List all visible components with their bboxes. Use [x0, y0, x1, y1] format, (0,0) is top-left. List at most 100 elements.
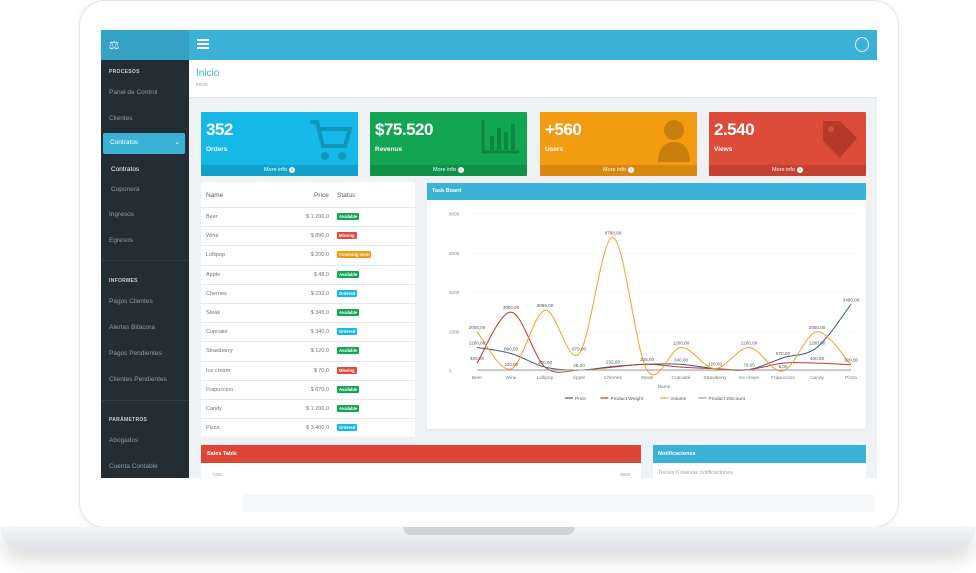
- sidebar-item-cuenta-contable[interactable]: Cuenta Contable: [109, 463, 158, 470]
- table-row[interactable]: Frapuccino $ 670,0 Available: [201, 379, 415, 399]
- status-badge: Ordered: [337, 424, 358, 432]
- product-price: $ 48,0: [313, 271, 329, 278]
- sidebar-item-panel-de-control[interactable]: Panel de Control: [109, 89, 158, 96]
- table-row[interactable]: Strawberry $ 120,0 Available: [201, 341, 415, 360]
- stat-value: 2.540: [714, 120, 755, 139]
- data-label: 1200,00: [673, 340, 690, 345]
- more-info-link[interactable]: More info ›: [540, 165, 697, 176]
- product-name: Pizza: [206, 425, 220, 432]
- legend-label: Product Weight: [611, 396, 644, 402]
- more-info-link[interactable]: More info ›: [370, 165, 527, 176]
- stat-value: $75.520: [375, 120, 433, 139]
- arrow-right-icon: ›: [796, 166, 803, 173]
- product-name: Wine: [206, 233, 219, 240]
- data-label: 1200,00: [741, 340, 758, 345]
- sidebar-item-clientes[interactable]: Clientes: [109, 115, 133, 122]
- product-name: Ice cream: [206, 367, 231, 374]
- sidebar-item-pagos-clientes[interactable]: Pagos Clientes: [109, 298, 153, 305]
- product-price: $ 120,0: [310, 348, 329, 355]
- sidebar-subitem-cuponera[interactable]: Cuponera: [111, 186, 140, 193]
- y-tick-label: 2000: [449, 329, 460, 334]
- sidebar-item-label: Contratos: [110, 139, 139, 146]
- column-header-status: Status: [337, 192, 356, 199]
- stat-label: Views: [714, 146, 733, 153]
- x-tick-label: Strawberry: [703, 375, 727, 381]
- stat-card-revenue: $75.520 Revenue More info ›: [370, 112, 527, 176]
- sidebar-item-egresos[interactable]: Egresos: [109, 237, 133, 244]
- status-badge: Available: [337, 385, 360, 393]
- status-badge: Available: [337, 347, 360, 355]
- data-label: 120,00: [708, 362, 722, 367]
- stat-value: 352: [206, 120, 233, 139]
- data-label: 5,00: [779, 364, 788, 369]
- data-label: 2000,00: [469, 325, 486, 330]
- hamburger-icon[interactable]: [197, 37, 209, 51]
- product-name: Strawberry: [206, 348, 233, 355]
- table-row[interactable]: Steak $ 345,0 Available: [201, 303, 415, 322]
- more-info-link[interactable]: More info ›: [201, 165, 358, 176]
- top-navbar: ⚖: [101, 30, 877, 60]
- series-line-price: [476, 303, 852, 371]
- y-tick-label: 4000: [449, 290, 460, 295]
- table-row[interactable]: Candy $ 1.200,0 Available: [201, 399, 415, 418]
- sidebar-item-pagos-pendientes[interactable]: Pagos Pendientes: [109, 350, 162, 357]
- data-label: 3096,00: [537, 303, 554, 308]
- sales-table-panel: Sales Table 7200 3600: [201, 445, 641, 478]
- notifications-title: Notificaciones: [658, 451, 696, 457]
- data-label: 100,00: [504, 362, 518, 367]
- cart-icon: [310, 120, 352, 160]
- x-tick-label: Cherries: [604, 375, 623, 381]
- legend-label: Volume: [670, 396, 686, 402]
- data-label: 1200,00: [809, 340, 826, 345]
- sidebar-section-informes: INFORMES: [109, 278, 138, 284]
- data-label: 48,00: [573, 363, 585, 368]
- chevron-down-icon: ⌄: [174, 139, 180, 146]
- user-circle-icon[interactable]: [855, 37, 869, 52]
- person-icon: [658, 120, 690, 162]
- screen-reflection: [242, 494, 874, 512]
- table-row[interactable]: Cupcake $ 340,0 Ordered: [201, 322, 415, 341]
- more-info-label: More info: [772, 167, 795, 173]
- arrow-right-icon: ›: [288, 166, 295, 173]
- stat-label: Revenue: [375, 146, 403, 153]
- x-tick-label: Ice cream: [738, 375, 759, 381]
- product-price: $ 670,0: [310, 386, 329, 393]
- status-badge: Ordered: [337, 289, 358, 297]
- table-row[interactable]: Wine $ 890,0 Missing: [201, 226, 415, 245]
- table-row[interactable]: Apple $ 48,0 Available: [201, 264, 415, 284]
- notifications-header: Notificaciones: [653, 445, 866, 463]
- table-row[interactable]: Cherries $ 232,0 Ordered: [201, 283, 415, 303]
- sales-table-title: Sales Table: [207, 451, 237, 457]
- y-tick-label: 6000: [449, 251, 460, 256]
- table-row[interactable]: Pizza $ 3.400,0 Ordered: [201, 418, 415, 437]
- sidebar-divider: [101, 400, 189, 401]
- data-label: 890,00: [504, 347, 518, 352]
- table-row[interactable]: Ice cream $ 70,0 Missing: [201, 360, 415, 380]
- status-badge: Missing: [337, 232, 357, 240]
- sidebar-item-abogados[interactable]: Abogados: [109, 437, 139, 444]
- data-label: 232,00: [606, 359, 620, 364]
- sidebar-section-procesos: PROCESOS: [109, 69, 140, 75]
- table-row[interactable]: Beer $ 1.200,0 Available: [201, 207, 415, 226]
- x-tick-label: Beer: [472, 375, 483, 381]
- arrow-right-icon: ›: [457, 166, 464, 173]
- sidebar-subitem-contratos[interactable]: Contratos: [111, 166, 140, 173]
- breadcrumb[interactable]: Inicio: [196, 82, 208, 88]
- sidebar-item-alertas-bitacora[interactable]: Alertas Bitácora: [109, 324, 155, 331]
- more-info-label: More info: [433, 167, 456, 173]
- sidebar-item-contratos[interactable]: Contratos ⌄: [103, 133, 185, 154]
- task-board-header: Task Board: [427, 183, 866, 200]
- more-info-link[interactable]: More info ›: [709, 165, 866, 176]
- data-label: 2000,00: [809, 325, 826, 330]
- sidebar-item-ingresos[interactable]: Ingresos: [109, 211, 134, 218]
- product-name: Steak: [206, 310, 221, 316]
- sidebar-item-clientes-pendientes[interactable]: Clientes Pendientes: [109, 376, 167, 383]
- products-table: Name Price Status Beer $ 1.200,0 Available…: [201, 182, 415, 437]
- x-axis-label: Name: [658, 384, 671, 390]
- data-label: 670,00: [776, 351, 790, 356]
- logo-area[interactable]: ⚖: [101, 30, 189, 60]
- table-row[interactable]: Lollipop $ 200,0 Comming soon: [201, 245, 415, 264]
- laptop-base: [0, 527, 976, 549]
- series-line-product-weight: [476, 311, 852, 373]
- x-tick-label: Apple: [573, 375, 586, 381]
